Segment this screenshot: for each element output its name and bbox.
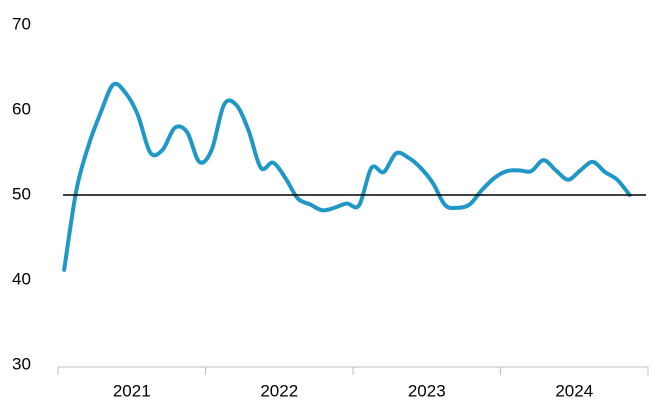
y-tick-label: 60 [12, 99, 31, 118]
y-tick-label: 40 [12, 269, 31, 288]
line-series [62, 81, 632, 272]
y-tick-label: 50 [12, 184, 31, 203]
x-tick-label: 2023 [408, 381, 446, 400]
x-tick-label: 2021 [113, 381, 151, 400]
x-tick-label: 2022 [260, 381, 298, 400]
y-tick-label: 30 [12, 354, 31, 373]
y-tick-label: 70 [12, 14, 31, 33]
x-tick-label: 2024 [555, 381, 593, 400]
